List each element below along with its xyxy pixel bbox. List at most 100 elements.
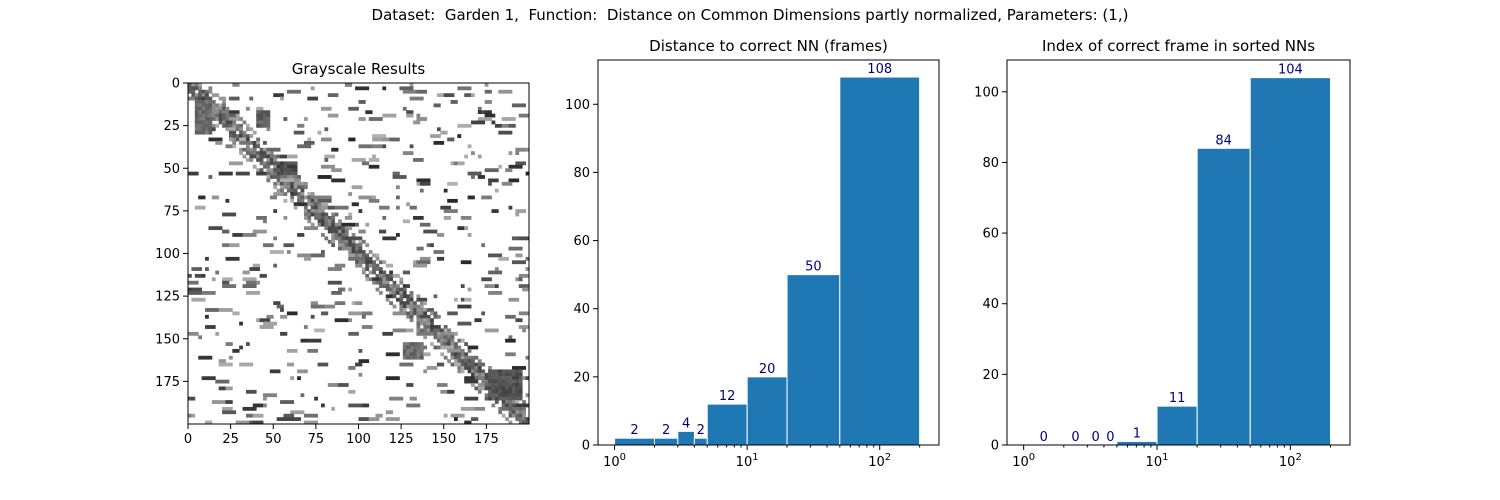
index-hist-title: Index of correct frame in sorted NNs bbox=[1042, 37, 1315, 55]
heatmap-cell bbox=[344, 205, 349, 210]
index-hist-y-tick-label: 0 bbox=[991, 439, 999, 454]
heatmap-cell bbox=[498, 369, 503, 374]
heatmap-cell bbox=[389, 376, 393, 381]
heatmap-cell bbox=[331, 267, 336, 271]
heatmap-cell bbox=[436, 256, 441, 261]
distance-hist-bar bbox=[653, 437, 679, 446]
heatmap-cell bbox=[344, 243, 349, 248]
heatmap-cell bbox=[293, 410, 298, 415]
heatmap-cell bbox=[436, 338, 441, 343]
heatmap-cell bbox=[450, 137, 455, 142]
heatmap-cell bbox=[402, 219, 407, 224]
heatmap-cell bbox=[273, 161, 278, 166]
heatmap-cell bbox=[372, 134, 376, 138]
heatmap-cell bbox=[228, 113, 233, 118]
heatmap-cell bbox=[355, 236, 359, 241]
heatmap-cell bbox=[259, 117, 264, 121]
heatmap-cell bbox=[307, 253, 312, 258]
heatmap-cell bbox=[341, 318, 346, 323]
heatmap-cell bbox=[491, 178, 496, 183]
heatmap-cell bbox=[402, 89, 407, 94]
heatmap-cell bbox=[508, 403, 513, 408]
heatmap-cell bbox=[389, 294, 393, 299]
heatmap-cell bbox=[443, 130, 448, 135]
heatmap-cell bbox=[443, 338, 448, 343]
heatmap-cell bbox=[453, 362, 458, 367]
heatmap-x-tick-label: 125 bbox=[389, 432, 414, 447]
heatmap-cell bbox=[222, 359, 226, 364]
heatmap-cell bbox=[368, 158, 373, 162]
index-hist-y-tick-label: 20 bbox=[982, 368, 999, 383]
heatmap-cell bbox=[222, 212, 226, 217]
heatmap-cell bbox=[511, 338, 516, 343]
heatmap-cell bbox=[358, 301, 363, 306]
heatmap-cell bbox=[464, 123, 469, 128]
index-hist-bar-label: 1 bbox=[1133, 426, 1141, 441]
heatmap-cell bbox=[188, 413, 192, 418]
heatmap-cell bbox=[460, 161, 465, 166]
heatmap-cell bbox=[198, 106, 203, 111]
heatmap-cell bbox=[338, 318, 342, 323]
heatmap-cell bbox=[358, 417, 363, 421]
heatmap-cell bbox=[327, 137, 332, 142]
heatmap-cell bbox=[501, 123, 506, 128]
heatmap-cell bbox=[471, 383, 475, 387]
heatmap-cell bbox=[498, 389, 503, 394]
heatmap-cell bbox=[416, 113, 421, 118]
heatmap-cell bbox=[327, 164, 332, 169]
heatmap-cell bbox=[355, 301, 359, 306]
heatmap-cell bbox=[232, 117, 237, 121]
heatmap-cell bbox=[218, 308, 223, 312]
heatmap-title: Grayscale Results bbox=[292, 60, 426, 78]
heatmap-cell bbox=[314, 195, 318, 200]
heatmap-cell bbox=[314, 420, 318, 425]
heatmap-cell bbox=[457, 355, 462, 360]
heatmap-cell bbox=[406, 352, 411, 357]
heatmap-cell bbox=[491, 168, 496, 173]
heatmap-cell bbox=[256, 110, 261, 115]
heatmap-cell bbox=[409, 352, 414, 357]
heatmap-cell bbox=[300, 393, 305, 398]
heatmap-cell bbox=[222, 280, 226, 285]
heatmap-cell bbox=[447, 335, 451, 340]
index-hist-bar-label: 11 bbox=[1169, 391, 1186, 406]
heatmap-cell bbox=[525, 284, 530, 288]
heatmap-cell bbox=[447, 137, 451, 142]
heatmap-cell bbox=[385, 284, 390, 288]
heatmap-cell bbox=[474, 379, 479, 384]
heatmap-cell bbox=[232, 233, 237, 237]
heatmap-cell bbox=[372, 198, 376, 203]
heatmap-cell bbox=[205, 127, 209, 132]
heatmap-cell bbox=[307, 137, 312, 142]
heatmap-cell bbox=[232, 243, 237, 248]
index-hist-x-tick-label: 102 bbox=[1279, 452, 1302, 470]
heatmap-cell bbox=[511, 383, 516, 387]
heatmap-cell bbox=[348, 192, 353, 196]
heatmap-cell bbox=[440, 250, 445, 254]
heatmap-cell bbox=[341, 226, 346, 231]
distance-hist-bar-label: 50 bbox=[805, 260, 822, 275]
heatmap-cell bbox=[375, 277, 380, 282]
heatmap-cell bbox=[286, 188, 291, 193]
heatmap-cell bbox=[505, 383, 509, 387]
heatmap-cell bbox=[382, 260, 387, 265]
heatmap-cell bbox=[460, 226, 465, 231]
heatmap-cell bbox=[419, 260, 424, 265]
heatmap-cell bbox=[368, 256, 373, 261]
heatmap-cell bbox=[501, 413, 506, 418]
heatmap-cell bbox=[239, 345, 243, 350]
heatmap-cell bbox=[440, 389, 445, 394]
heatmap-cell bbox=[327, 106, 332, 111]
heatmap-cell bbox=[211, 376, 216, 381]
heatmap-cell bbox=[290, 164, 295, 169]
heatmap-cell bbox=[406, 86, 411, 91]
heatmap-cell bbox=[205, 314, 209, 319]
heatmap-cell bbox=[477, 171, 482, 176]
heatmap-cell bbox=[252, 413, 257, 418]
heatmap-cell bbox=[310, 301, 315, 306]
heatmap-cell bbox=[232, 96, 237, 101]
heatmap-cell bbox=[361, 260, 366, 265]
heatmap-cell bbox=[235, 420, 240, 425]
heatmap-cell bbox=[266, 161, 271, 166]
heatmap-cell bbox=[440, 342, 445, 346]
